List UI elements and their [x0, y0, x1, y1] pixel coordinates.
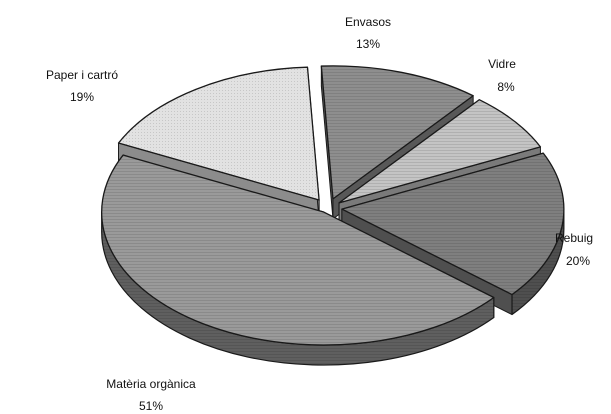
slice-label-envasos: Envasos [345, 15, 391, 29]
slice-percent-envasos: 13% [356, 37, 380, 51]
slice-percent-rebuig: 20% [566, 254, 590, 268]
slice-label-rebuig: Rebuig [555, 231, 593, 245]
slice-texture-paper-i-cartro [118, 67, 320, 201]
slice-texture-vidre [339, 99, 541, 203]
slice-texture-rebuig [341, 153, 564, 295]
slice-texture-envasos [321, 65, 474, 199]
slice-side-texture-materia-organica-0 [101, 212, 494, 366]
slice-label-paper-i-cartro: Paper i cartró [46, 68, 118, 82]
slice-percent-materia-organica: 51% [139, 399, 163, 413]
slice-label-materia-organica: Matèria orgànica [106, 377, 196, 391]
pie-labels: Envasos 13% Vidre 8% Rebuig 20% Matèria … [46, 15, 593, 413]
slice-label-vidre: Vidre [488, 57, 516, 71]
slice-percent-paper-i-cartro: 19% [70, 90, 94, 104]
pie-tops [101, 65, 565, 346]
slice-percent-vidre: 8% [497, 80, 515, 94]
slice-texture-materia-organica [101, 155, 494, 346]
slice-side-texture-rebuig-0 [512, 209, 564, 315]
